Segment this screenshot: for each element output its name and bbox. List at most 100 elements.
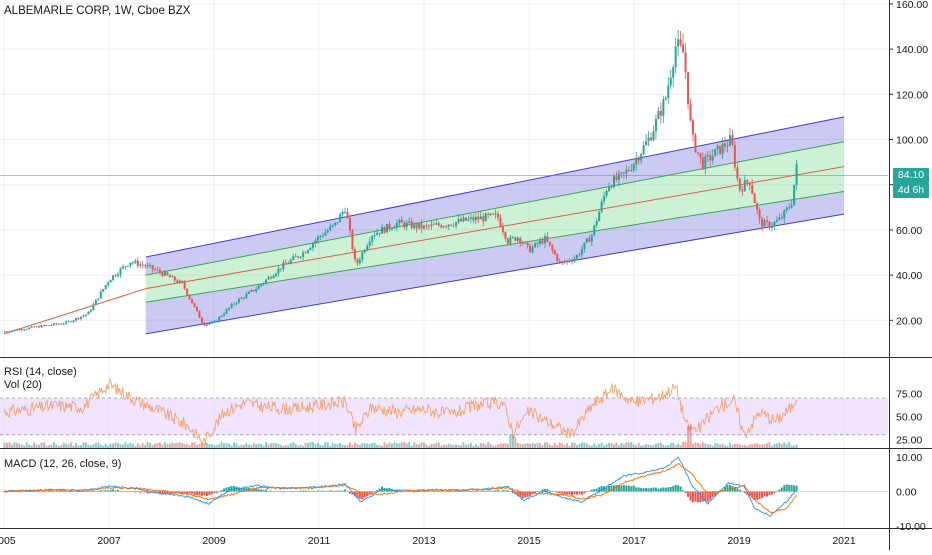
price-tick-label: 120.00 [896,89,928,101]
candle-body [450,224,453,226]
candle-body [329,226,332,231]
volume-bar [351,444,354,448]
candle-body [635,158,638,165]
candle-body [351,230,354,250]
volume-bar [395,443,398,448]
candle-body [694,134,697,152]
macd-histogram-bar [368,491,371,495]
volume-bar [272,442,275,448]
macd-histogram-bar [455,491,458,492]
volume-bar [682,442,685,448]
volume-bar [198,443,201,448]
candle-body [173,276,176,281]
volume-bar [558,442,561,448]
volume-bar [610,443,613,448]
candle-body [696,151,699,153]
candle-body [516,237,519,241]
macd-histogram-bar [10,491,13,492]
candle-body [551,245,554,251]
candle-body [492,213,495,215]
volume-bar [279,444,282,448]
volume-bar [297,445,300,448]
candle-body [218,316,221,321]
volume-bar [151,445,154,448]
volume-bar [551,445,554,448]
volume-bar [506,444,509,448]
macd-histogram-bar [662,487,665,492]
candle-body [617,173,620,180]
macd-histogram-bar [553,491,556,493]
macd-histogram-bar [687,491,690,497]
macd-histogram-bar [526,491,529,498]
macd-histogram-bar [521,491,524,499]
macd-histogram-bar [696,491,699,503]
volume-bar [331,442,334,448]
candle-body [205,324,208,326]
candle-body [418,223,421,229]
volume-bar [112,443,115,448]
candle-body [585,238,588,243]
macd-histogram-bar [672,486,675,492]
candle-body [339,214,342,223]
volume-bar [511,434,514,448]
volume-bar [304,443,307,448]
last-price-tag: 84.10 [893,167,929,183]
volume-bar [114,442,117,448]
candle-body [304,252,307,254]
macd-histogram-bar [228,486,231,492]
macd-histogram-bar [50,491,53,492]
candle-body [89,309,92,312]
volume-bar [425,444,428,448]
macd-histogram-bar [126,491,129,493]
macd-histogram-bar [590,489,593,492]
volume-bar [630,442,633,448]
macd-histogram-bar [494,490,497,492]
macd-histogram-bar [780,487,783,492]
volume-bar [139,445,142,448]
volume-bar [647,444,650,448]
volume-bar [178,442,181,448]
volume-bar [344,445,347,448]
macd-histogram-bar [647,488,650,492]
volume-bar [514,437,517,448]
volume-bar [50,444,53,448]
macd-pane [0,456,888,517]
macd-histogram-bar [504,490,507,492]
volume-bar [420,442,423,448]
macd-histogram-bar [630,486,633,492]
volume-bar [307,443,310,448]
volume-bar [627,442,630,448]
candle-body [615,176,618,180]
candle-body [230,304,233,308]
volume-bar [770,445,773,448]
candle-body [18,329,21,331]
candle-body [647,137,650,142]
volume-bar [645,444,648,448]
candle-body [395,222,398,228]
countdown-tag: 4d 6h [893,183,929,199]
candle-body [590,234,593,242]
volume-bar [250,445,253,448]
volume-bar [460,445,463,448]
candle-body [479,216,482,220]
rsi-tick-label: 25.00 [896,434,922,446]
macd-histogram-bar [622,485,625,492]
volume-bar [119,444,122,448]
macd-histogram-bar [595,488,598,492]
candle-body [131,262,134,264]
macd-histogram-bar [457,491,460,492]
candle-body [484,213,487,222]
candle-body [141,264,144,266]
volume-bar [324,442,327,448]
macd-histogram-bar [477,491,480,492]
volume-bar [97,442,100,448]
volume-bar [260,443,263,448]
macd-histogram-bar [339,490,342,492]
candle-body [756,203,759,210]
macd-histogram-bar [566,491,569,495]
volume-bar [674,445,677,448]
candle-body [736,167,739,179]
macd-histogram-bar [326,490,329,492]
volume-bar [203,443,206,448]
